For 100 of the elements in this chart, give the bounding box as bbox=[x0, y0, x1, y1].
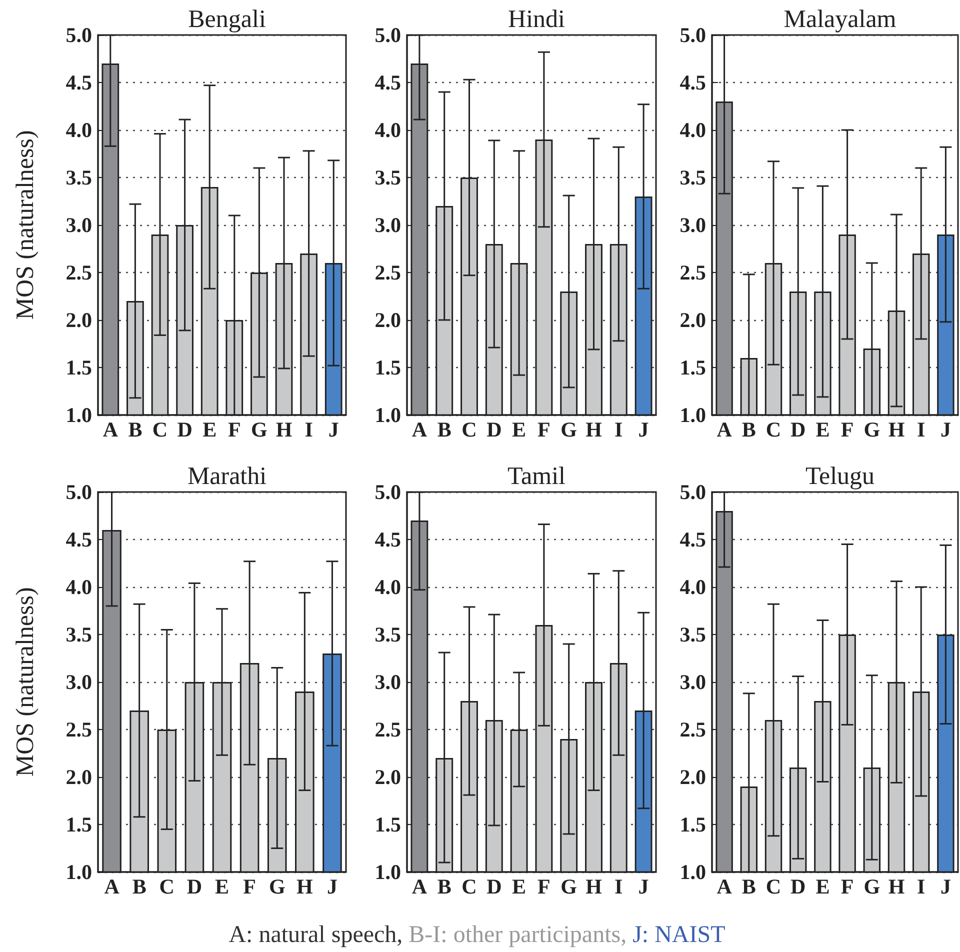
chart-title: Marathi bbox=[187, 463, 267, 490]
y-tick-label: 1.0 bbox=[374, 403, 401, 427]
y-tick-label: 5.0 bbox=[680, 480, 706, 504]
y-tick-label: 3.5 bbox=[680, 622, 706, 646]
x-tick-label: H bbox=[888, 418, 905, 442]
y-tick-label: 2.5 bbox=[66, 718, 92, 742]
y-tick-label: 2.0 bbox=[374, 765, 401, 789]
y-tick-label: 3.0 bbox=[66, 213, 92, 237]
x-tick-label: F bbox=[840, 874, 854, 898]
y-tick-label: 2.5 bbox=[374, 718, 401, 742]
x-tick-label: C bbox=[766, 418, 782, 442]
y-tick-label: 4.0 bbox=[374, 118, 401, 142]
y-tick-label: 5.0 bbox=[374, 480, 401, 504]
x-tick-label: I bbox=[614, 418, 623, 442]
y-tick-label: 4.5 bbox=[66, 528, 92, 552]
x-tick-label: C bbox=[462, 418, 477, 442]
x-tick-label: G bbox=[251, 418, 268, 442]
y-tick-label: 4.5 bbox=[66, 70, 92, 94]
chart-title: Bengali bbox=[188, 6, 266, 33]
y-tick-label: 2.0 bbox=[66, 765, 92, 789]
x-tick-label: D bbox=[790, 874, 806, 898]
x-tick-label: J bbox=[638, 418, 649, 442]
y-tick-label: 1.0 bbox=[680, 403, 706, 427]
x-tick-label: B bbox=[437, 874, 452, 898]
x-tick-label: E bbox=[202, 418, 217, 442]
y-tick-label: 1.5 bbox=[66, 812, 92, 836]
x-tick-label: A bbox=[104, 874, 120, 898]
x-tick-label: H bbox=[296, 874, 313, 898]
y-tick-label: 3.0 bbox=[374, 670, 401, 694]
x-tick-label: B bbox=[437, 418, 452, 442]
x-tick-label: H bbox=[586, 418, 602, 442]
y-tick-label: 3.0 bbox=[66, 670, 92, 694]
x-tick-label: G bbox=[864, 418, 880, 442]
y-tick-label: 1.0 bbox=[66, 860, 92, 884]
text: A: natural speech, bbox=[228, 922, 403, 948]
x-tick-label: F bbox=[538, 418, 550, 442]
y-tick-label: 1.0 bbox=[374, 860, 401, 884]
y-tick-label: 1.5 bbox=[680, 812, 706, 836]
y-tick-label: 2.0 bbox=[66, 308, 92, 332]
x-tick-label: E bbox=[214, 874, 230, 898]
x-tick-label: G bbox=[268, 874, 286, 898]
y-tick-label: 4.5 bbox=[374, 528, 401, 552]
x-tick-label: F bbox=[228, 418, 241, 442]
x-tick-label: I bbox=[614, 874, 623, 898]
x-tick-label: D bbox=[177, 418, 192, 442]
x-tick-label: A bbox=[412, 874, 428, 898]
x-tick-label: B bbox=[742, 874, 756, 898]
y-tick-label: 3.5 bbox=[374, 166, 401, 190]
y-tick-label: 1.0 bbox=[66, 403, 92, 427]
x-tick-label: D bbox=[486, 418, 502, 442]
text: B-I: other participants, bbox=[408, 922, 627, 948]
y-tick-label: 4.0 bbox=[680, 118, 706, 142]
x-tick-label: A bbox=[412, 418, 428, 442]
x-tick-label: H bbox=[276, 418, 292, 442]
y-tick-label: 5.0 bbox=[374, 23, 401, 47]
x-tick-label: G bbox=[560, 874, 578, 898]
x-tick-label: F bbox=[243, 874, 256, 898]
x-tick-label: H bbox=[586, 874, 602, 898]
y-axis-title: MOS (naturalness) bbox=[12, 587, 39, 777]
x-tick-label: F bbox=[840, 418, 854, 442]
y-tick-label: 2.5 bbox=[680, 260, 706, 284]
y-tick-label: 4.0 bbox=[374, 575, 401, 599]
x-tick-label: E bbox=[512, 418, 526, 442]
y-tick-label: 5.0 bbox=[66, 23, 92, 47]
x-tick-label: C bbox=[462, 874, 477, 898]
x-tick-label: I bbox=[304, 418, 313, 442]
y-tick-label: 5.0 bbox=[66, 480, 92, 504]
x-tick-label: B bbox=[128, 418, 142, 442]
x-tick-label: E bbox=[816, 874, 830, 898]
y-tick-label: 4.5 bbox=[374, 70, 401, 94]
y-tick-label: 3.0 bbox=[680, 213, 706, 237]
y-tick-label: 4.5 bbox=[680, 528, 706, 552]
x-tick-label: G bbox=[864, 874, 880, 898]
text: J: NAIST bbox=[632, 922, 726, 948]
y-axis-title: MOS (naturalness) bbox=[12, 130, 39, 320]
y-tick-label: 2.0 bbox=[680, 308, 706, 332]
x-tick-label: D bbox=[186, 874, 202, 898]
chart-title: Telugu bbox=[805, 463, 876, 490]
y-tick-label: 3.5 bbox=[680, 166, 706, 190]
y-tick-label: 3.5 bbox=[66, 166, 92, 190]
x-tick-label: J bbox=[326, 874, 338, 898]
y-tick-label: 2.5 bbox=[66, 260, 92, 284]
x-tick-label: J bbox=[638, 874, 649, 898]
y-tick-label: 2.5 bbox=[374, 260, 401, 284]
x-tick-label: E bbox=[816, 418, 830, 442]
y-tick-label: 3.5 bbox=[66, 622, 92, 646]
x-tick-label: I bbox=[917, 418, 926, 442]
y-tick-label: 1.5 bbox=[374, 356, 401, 380]
y-tick-label: 1.0 bbox=[680, 860, 706, 884]
x-tick-label: G bbox=[560, 418, 578, 442]
y-tick-label: 4.0 bbox=[66, 575, 92, 599]
x-tick-label: A bbox=[716, 874, 733, 898]
y-tick-label: 2.0 bbox=[374, 308, 401, 332]
chart-title: Hindi bbox=[508, 6, 566, 33]
x-tick-label: A bbox=[716, 418, 733, 442]
x-tick-label: J bbox=[328, 418, 339, 442]
x-tick-label: C bbox=[152, 418, 168, 442]
x-tick-label: C bbox=[766, 874, 782, 898]
x-tick-label: E bbox=[512, 874, 526, 898]
x-tick-label: A bbox=[102, 418, 119, 442]
